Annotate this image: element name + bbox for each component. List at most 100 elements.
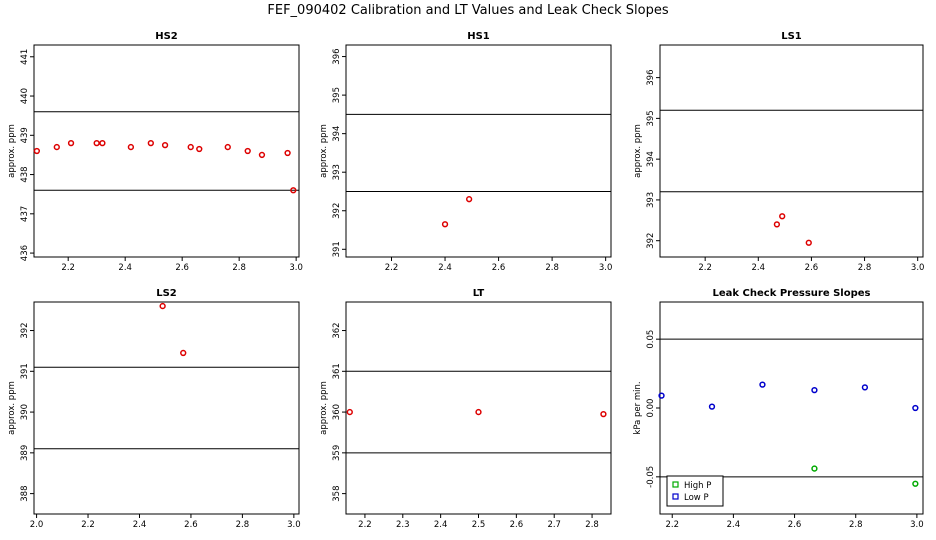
- data-point: [658, 392, 665, 399]
- y-tick-label: 391: [332, 241, 342, 257]
- data-point: [159, 302, 166, 310]
- x-tick-label: 3.0: [287, 520, 301, 530]
- y-tick-label: 395: [646, 110, 656, 126]
- panel-title: LS2: [156, 288, 177, 299]
- data-point: [196, 145, 203, 153]
- y-axis-label: approx. ppm: [319, 124, 329, 178]
- y-tick-label: 0.00: [646, 399, 656, 418]
- data-point: [475, 408, 482, 416]
- figure-title: FEF_090402 Calibration and LT Values and…: [267, 3, 668, 18]
- x-tick-label: 2.8: [545, 263, 559, 273]
- y-tick-label: 441: [20, 49, 30, 65]
- x-tick-label: 2.0: [30, 520, 44, 530]
- x-tick-label: 2.6: [510, 520, 524, 530]
- data-point: [224, 143, 231, 151]
- x-tick-label: 2.4: [434, 520, 448, 530]
- y-tick-label: 388: [20, 485, 30, 501]
- y-tick-label: 392: [20, 322, 30, 338]
- data-point: [759, 381, 766, 388]
- x-tick-label: 2.3: [396, 520, 410, 530]
- y-tick-label: 394: [332, 126, 342, 142]
- data-point: [805, 239, 812, 246]
- y-tick-label: 396: [332, 48, 342, 64]
- y-tick-label: 436: [20, 245, 30, 261]
- x-tick-label: 2.8: [585, 520, 599, 530]
- y-tick-label: 0.05: [646, 330, 656, 349]
- data-point: [284, 149, 291, 157]
- x-tick-label: 2.6: [492, 263, 506, 273]
- legend-marker: [672, 481, 679, 488]
- data-point: [127, 143, 135, 151]
- data-point: [67, 139, 75, 147]
- x-tick-label: 2.2: [385, 263, 399, 273]
- data-point: [290, 187, 297, 194]
- data-point: [811, 465, 818, 472]
- x-tick-label: 2.2: [81, 520, 95, 530]
- y-tick-label: 395: [332, 87, 342, 103]
- x-tick-label: 2.4: [727, 520, 741, 530]
- x-tick-label: 2.8: [232, 263, 246, 273]
- y-tick-label: 392: [646, 233, 656, 249]
- x-tick-label: 3.0: [599, 263, 613, 273]
- data-point: [53, 143, 60, 151]
- data-point: [912, 480, 919, 487]
- y-tick-label: 437: [20, 206, 30, 222]
- panel-title: LT: [473, 288, 485, 299]
- x-tick-label: 2.4: [438, 263, 452, 273]
- data-point: [708, 403, 716, 410]
- x-tick-label: 3.0: [289, 263, 303, 273]
- chart-panel-4: LT 2.2 2.3 2.4 2.5 2.6 2.7 2.8 358 359 360 361 362 ap…: [319, 288, 612, 530]
- x-tick-label: 2.2: [61, 263, 75, 273]
- x-tick-label: 2.6: [175, 263, 189, 273]
- y-tick-label: 360: [332, 404, 342, 420]
- chart-panel-5: Leak Check Pressure Slopes 2.2 2.4 2.6 2.8 3.…: [633, 288, 924, 530]
- data-point: [861, 384, 869, 391]
- data-point: [912, 404, 919, 412]
- panel-title: HS1: [467, 31, 490, 42]
- x-tick-label: 2.6: [184, 520, 198, 530]
- panel-title: Leak Check Pressure Slopes: [713, 288, 871, 299]
- plot-frame: [33, 44, 300, 258]
- data-point: [600, 410, 607, 418]
- data-point: [465, 196, 473, 203]
- x-tick-label: 2.8: [858, 263, 872, 273]
- x-tick-label: 2.4: [118, 263, 132, 273]
- x-tick-label: 3.0: [911, 263, 925, 273]
- data-point: [187, 143, 194, 151]
- legend-label: High P: [684, 481, 711, 491]
- plot-frame: [659, 44, 924, 258]
- data-point: [779, 213, 786, 220]
- legend-label: Low P: [684, 493, 709, 503]
- chart-panel-1: HS1 2.2 2.4 2.6 2.8 3.0 391 392 393 394 395 396 appr…: [319, 31, 612, 273]
- chart-panel-3: LS2 2.0 2.2 2.4 2.6 2.8 3.0 388 389 390 391 392 appr…: [7, 288, 301, 530]
- y-tick-label: 392: [332, 203, 342, 219]
- legend-marker: [672, 493, 679, 500]
- x-tick-label: 2.6: [788, 520, 802, 530]
- y-tick-label: 389: [20, 445, 30, 461]
- panel-title: LS1: [781, 31, 802, 42]
- chart-panel-0: HS2 2.2 2.4 2.6 2.8 3.0 436 437 438 439 440 441 appr…: [7, 31, 303, 273]
- panel-title: HS2: [155, 31, 178, 42]
- data-point: [161, 141, 169, 149]
- data-point: [33, 147, 40, 155]
- y-axis-label: kPa per min.: [633, 381, 643, 434]
- y-tick-label: 396: [646, 69, 656, 85]
- y-tick-label: 361: [332, 363, 342, 379]
- x-tick-label: 2.8: [849, 520, 863, 530]
- data-point: [258, 151, 266, 159]
- x-tick-label: 2.2: [358, 520, 372, 530]
- data-point: [93, 139, 100, 147]
- y-axis-label: approx. ppm: [7, 381, 17, 435]
- data-point: [811, 386, 818, 394]
- legend: High P Low P: [666, 475, 724, 507]
- y-tick-label: -0.05: [646, 466, 656, 488]
- data-point: [99, 139, 106, 147]
- y-tick-label: 439: [20, 127, 30, 143]
- plot-frame: [33, 301, 300, 515]
- x-tick-label: 2.4: [133, 520, 147, 530]
- plot-frame: [345, 301, 612, 515]
- data-point: [773, 221, 781, 228]
- x-tick-label: 2.5: [472, 520, 486, 530]
- y-tick-label: 438: [20, 166, 30, 182]
